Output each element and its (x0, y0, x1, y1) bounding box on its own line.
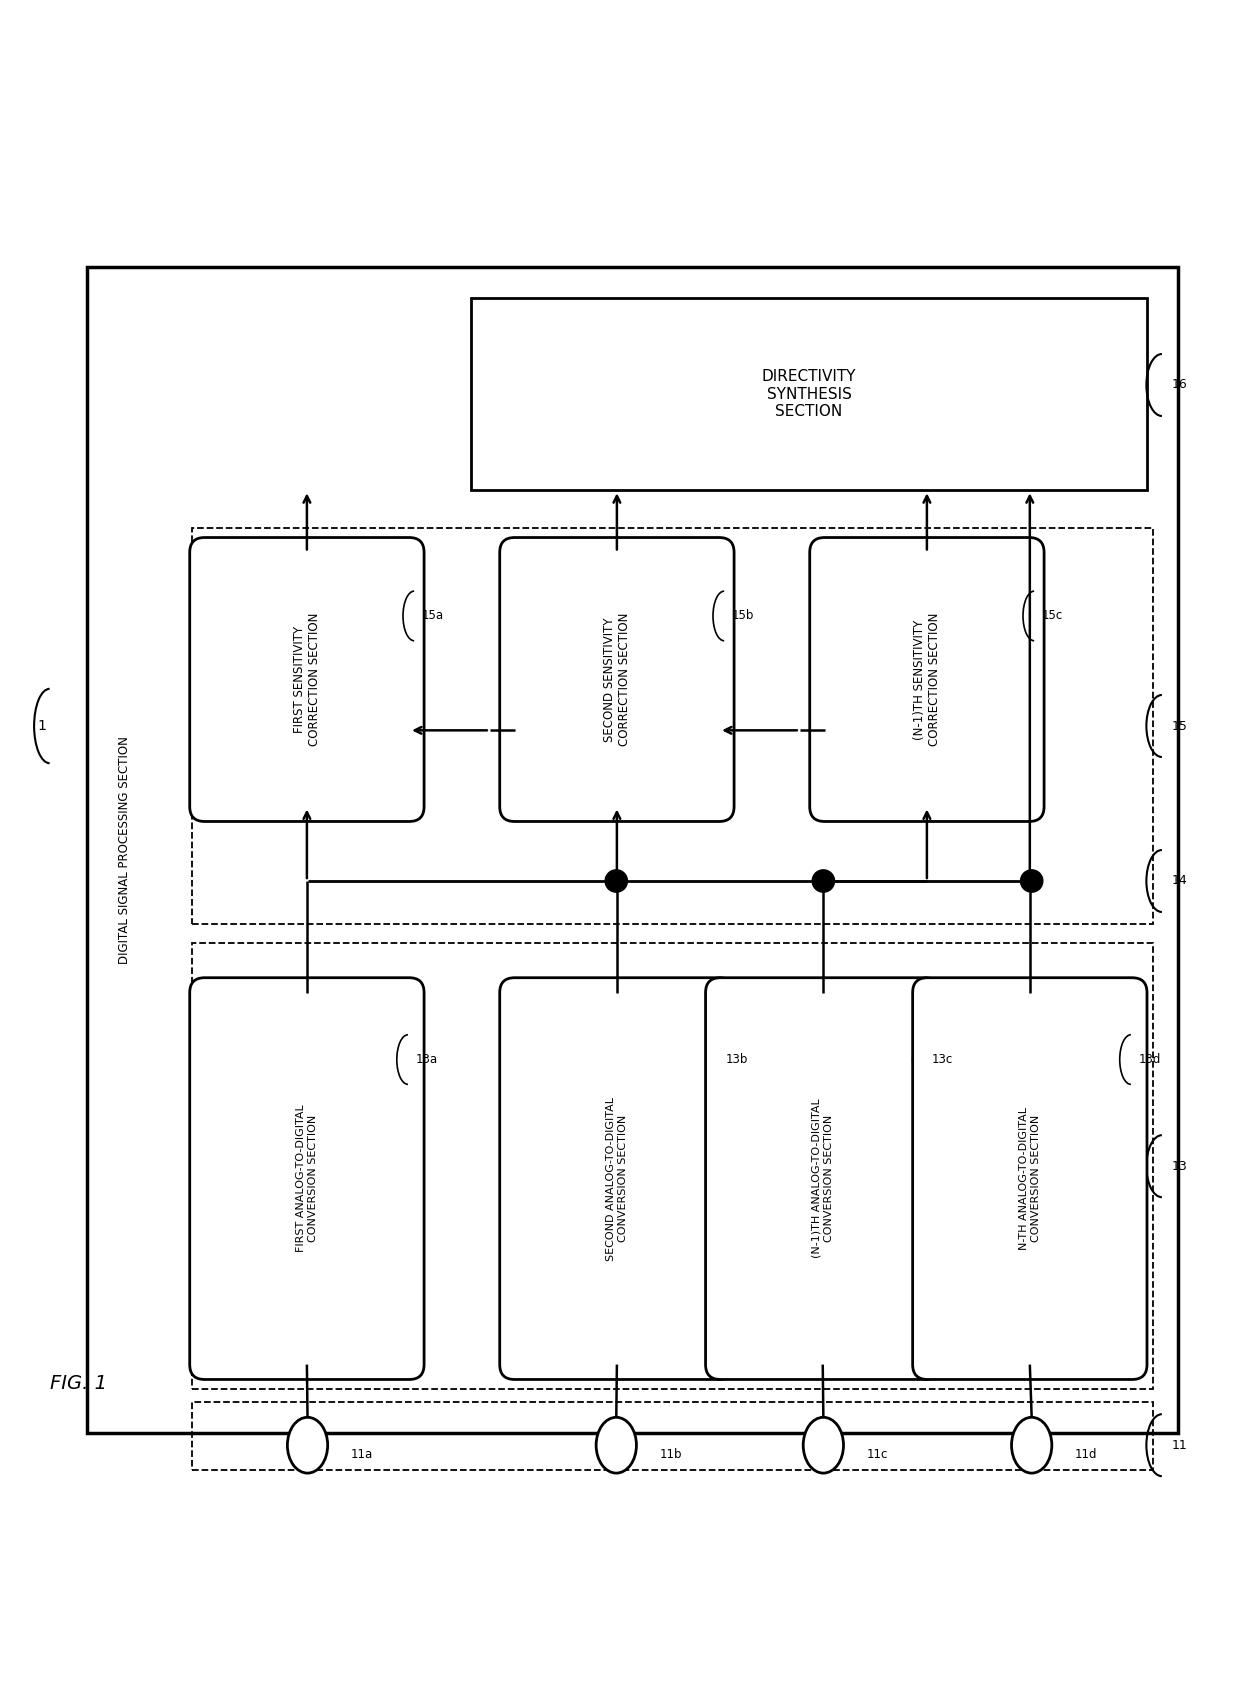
Text: 11a: 11a (351, 1448, 373, 1460)
Bar (192, 1402, 1153, 1470)
Text: N-TH ANALOG-TO-DIGITAL
CONVERSION SECTION: N-TH ANALOG-TO-DIGITAL CONVERSION SECTIO… (1019, 1107, 1040, 1250)
FancyBboxPatch shape (500, 537, 734, 821)
Ellipse shape (804, 1418, 843, 1474)
Text: 13: 13 (1172, 1159, 1188, 1173)
Text: 11d: 11d (1075, 1448, 1097, 1460)
FancyBboxPatch shape (190, 537, 424, 821)
Bar (87, 267, 1178, 1433)
Circle shape (1021, 870, 1043, 892)
FancyBboxPatch shape (810, 537, 1044, 821)
Text: 13d: 13d (1138, 1052, 1161, 1066)
Text: 13a: 13a (415, 1052, 438, 1066)
Bar (471, 298, 1147, 490)
FancyBboxPatch shape (913, 977, 1147, 1379)
Bar (192, 527, 1153, 925)
Text: 11: 11 (1172, 1438, 1188, 1452)
Text: 14: 14 (1172, 874, 1188, 887)
Ellipse shape (1012, 1418, 1052, 1474)
Text: DIRECTIVITY
SYNTHESIS
SECTION: DIRECTIVITY SYNTHESIS SECTION (761, 369, 857, 420)
Ellipse shape (288, 1418, 327, 1474)
Text: 15b: 15b (732, 610, 754, 622)
Text: DIGITAL SIGNAL PROCESSING SECTION: DIGITAL SIGNAL PROCESSING SECTION (118, 736, 130, 964)
Text: 11b: 11b (660, 1448, 682, 1460)
Text: 1: 1 (37, 719, 46, 733)
Text: FIRST SENSITIVITY
CORRECTION SECTION: FIRST SENSITIVITY CORRECTION SECTION (293, 612, 321, 746)
Text: SECOND ANALOG-TO-DIGITAL
CONVERSION SECTION: SECOND ANALOG-TO-DIGITAL CONVERSION SECT… (606, 1096, 627, 1261)
Text: 11c: 11c (867, 1448, 888, 1460)
FancyBboxPatch shape (190, 977, 424, 1379)
Text: (N-1)TH SENSITIVITY
CORRECTION SECTION: (N-1)TH SENSITIVITY CORRECTION SECTION (913, 612, 941, 746)
Text: SECOND SENSITIVITY
CORRECTION SECTION: SECOND SENSITIVITY CORRECTION SECTION (603, 612, 631, 746)
Circle shape (812, 870, 835, 892)
Circle shape (605, 870, 627, 892)
Bar (192, 944, 1153, 1389)
Text: 13c: 13c (931, 1052, 952, 1066)
Text: 13b: 13b (725, 1052, 748, 1066)
Text: FIG. 1: FIG. 1 (50, 1374, 107, 1392)
Text: (N-1)TH ANALOG-TO-DIGITAL
CONVERSION SECTION: (N-1)TH ANALOG-TO-DIGITAL CONVERSION SEC… (812, 1098, 833, 1258)
Text: 15: 15 (1172, 719, 1188, 733)
FancyBboxPatch shape (500, 977, 734, 1379)
Ellipse shape (596, 1418, 636, 1474)
Text: 16: 16 (1172, 379, 1188, 391)
Text: 15c: 15c (1042, 610, 1063, 622)
Text: FIRST ANALOG-TO-DIGITAL
CONVERSION SECTION: FIRST ANALOG-TO-DIGITAL CONVERSION SECTI… (296, 1105, 317, 1253)
Text: 15a: 15a (422, 610, 444, 622)
FancyBboxPatch shape (706, 977, 940, 1379)
